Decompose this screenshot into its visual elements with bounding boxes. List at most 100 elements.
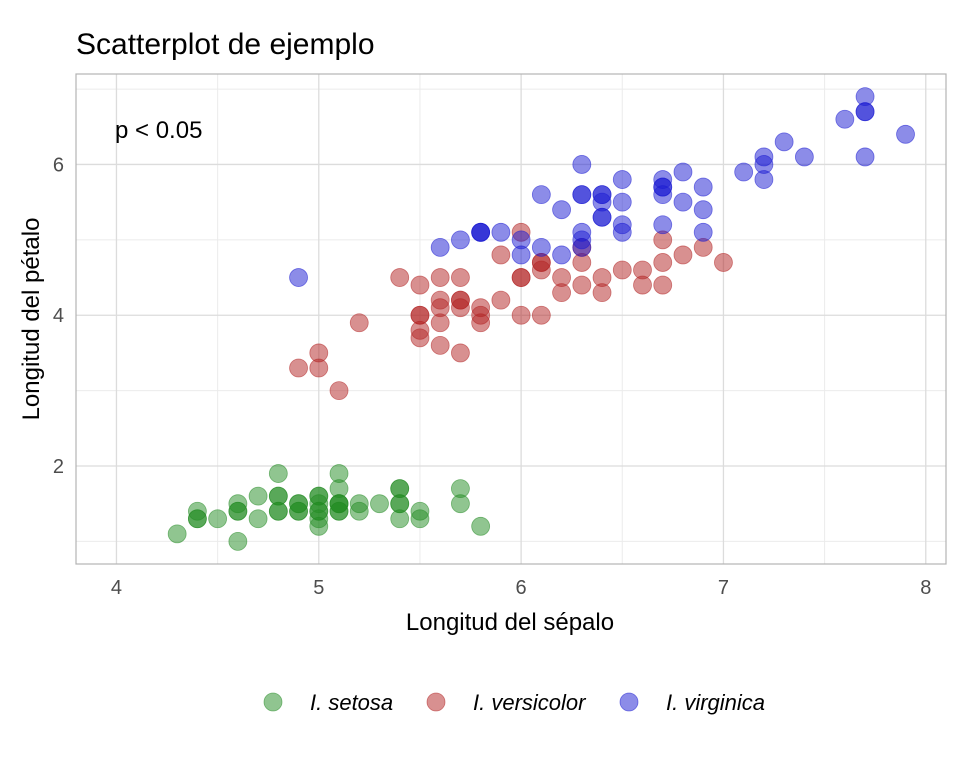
data-point — [552, 245, 571, 265]
data-point — [572, 155, 592, 174]
x-tick-label: 8 — [920, 577, 931, 599]
data-point — [511, 245, 531, 265]
data-point — [491, 222, 511, 242]
data-point — [653, 177, 673, 197]
data-point — [471, 222, 491, 242]
legend-key — [426, 692, 446, 712]
data-point — [612, 260, 632, 280]
data-point — [268, 464, 288, 483]
data-points — [167, 87, 915, 551]
data-point — [390, 509, 410, 529]
data-point — [511, 268, 531, 287]
data-point — [228, 501, 248, 521]
series-i-virginica — [289, 87, 915, 287]
x-tick-label: 5 — [313, 577, 324, 599]
data-point — [531, 185, 551, 205]
data-point — [896, 124, 915, 144]
y-tick-label: 6 — [53, 154, 64, 176]
legend-key — [263, 692, 283, 712]
data-point — [612, 170, 632, 189]
data-point — [693, 200, 713, 220]
data-point — [693, 222, 713, 242]
data-point — [612, 215, 632, 235]
data-point — [349, 501, 369, 521]
data-point — [451, 268, 470, 287]
data-point — [572, 275, 592, 295]
data-point — [410, 275, 430, 295]
x-tick-label: 6 — [516, 577, 527, 599]
data-point — [329, 464, 349, 483]
data-point — [208, 509, 228, 529]
data-point — [410, 328, 430, 348]
x-tick-label: 7 — [718, 577, 729, 599]
data-point — [572, 185, 592, 205]
data-point — [491, 290, 511, 310]
data-point — [491, 245, 511, 265]
data-point — [309, 501, 329, 521]
legend-label: I. setosa — [310, 690, 393, 715]
data-point — [471, 516, 491, 536]
legend-item: I. virginica — [619, 690, 765, 715]
data-point — [451, 479, 470, 499]
y-axis-title: Longitud del pétalo — [18, 218, 45, 421]
legend-item: I. setosa — [263, 690, 393, 715]
data-point — [673, 162, 693, 182]
data-point — [451, 343, 470, 363]
data-point — [774, 132, 794, 152]
x-axis-title: Longitud del sépalo — [406, 609, 614, 636]
legend: I. setosa I. versicolor I. virginica — [263, 690, 765, 715]
data-point — [390, 268, 410, 287]
data-point — [693, 177, 713, 197]
legend-item: I. versicolor — [426, 690, 587, 715]
data-point — [552, 283, 571, 303]
data-point — [794, 147, 814, 167]
data-point — [653, 275, 673, 295]
data-point — [612, 192, 632, 212]
data-point — [187, 509, 207, 529]
y-tick-label: 4 — [53, 305, 64, 327]
data-point — [673, 245, 693, 265]
data-point — [430, 268, 450, 287]
data-point — [410, 509, 430, 529]
data-point — [633, 275, 652, 295]
x-tick-labels: 4 5 6 7 8 — [111, 577, 931, 599]
panel-border — [75, 73, 947, 565]
series-i-versicolor — [289, 222, 733, 401]
data-point — [572, 230, 592, 250]
data-point — [653, 253, 673, 272]
data-point — [673, 192, 693, 212]
data-point — [552, 200, 571, 220]
data-point — [329, 501, 349, 521]
data-point — [855, 147, 875, 167]
data-point — [734, 162, 754, 182]
data-point — [289, 358, 308, 378]
data-point — [329, 381, 349, 401]
data-point — [289, 268, 308, 287]
series-i-setosa — [167, 464, 491, 551]
data-point — [754, 155, 774, 174]
data-point — [451, 298, 470, 318]
data-point — [410, 305, 430, 325]
legend-label: I. versicolor — [473, 690, 587, 715]
data-point — [248, 486, 268, 506]
data-point — [592, 207, 612, 227]
data-point — [228, 531, 248, 551]
data-point — [531, 260, 551, 280]
data-point — [531, 305, 551, 325]
data-point — [653, 215, 673, 235]
data-point — [430, 335, 450, 355]
data-point — [167, 524, 187, 544]
data-point — [268, 501, 288, 521]
data-point — [430, 298, 450, 318]
y-tick-labels: 2 4 6 — [53, 154, 64, 478]
grid — [76, 74, 946, 564]
data-point — [451, 230, 470, 250]
x-tick-label: 4 — [111, 577, 122, 599]
data-point — [370, 494, 389, 514]
data-point — [592, 185, 612, 205]
data-point — [714, 253, 733, 272]
data-point — [471, 305, 491, 325]
data-point — [289, 501, 308, 521]
data-point — [592, 283, 612, 303]
